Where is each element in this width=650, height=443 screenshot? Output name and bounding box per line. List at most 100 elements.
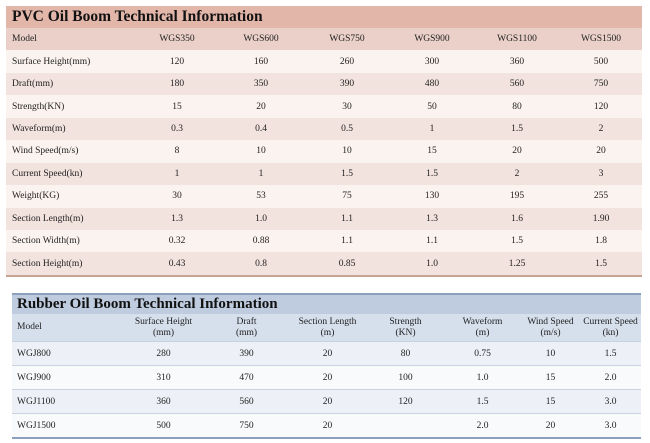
table-cell: 480 — [390, 72, 474, 96]
table-cell: 1 — [390, 117, 474, 141]
table-cell: 1.5 — [580, 341, 641, 366]
table-cell: 20 — [218, 95, 304, 118]
table-cell: 10 — [304, 140, 390, 163]
table-cell: 2 — [560, 117, 642, 141]
column-header-unit: (KN) — [395, 327, 416, 338]
column-header: Wind Speed (m/s) — [521, 314, 580, 342]
table-cell: 1.90 — [560, 207, 642, 230]
table-row: Waveform(m) 0.3 0.4 0.5 1 1.5 2 — [6, 117, 642, 141]
table-cell: 360 — [122, 389, 205, 414]
table-cell: 160 — [218, 50, 304, 73]
table-cell: 20 — [288, 389, 367, 414]
row-label: WGJ1500 — [12, 413, 122, 437]
table-cell: 15 — [521, 389, 580, 414]
table-cell: 255 — [560, 185, 642, 208]
table-row: Surface Height(mm) 120 160 260 300 360 500 — [6, 50, 642, 73]
table-cell: 1 — [218, 162, 304, 186]
table-cell: 80 — [474, 95, 560, 118]
column-header: Model — [6, 28, 136, 51]
table-cell: 20 — [521, 413, 580, 437]
table-cell: 53 — [218, 185, 304, 208]
table-cell: 120 — [560, 95, 642, 118]
pvc-spec-table: Model WGS350 WGS600 WGS750 WGS900 WGS1100 WGS1… — [6, 28, 642, 275]
column-header: Waveform (m) — [444, 314, 521, 342]
table-row: Current Speed(kn) 1 1 1.5 1.5 2 3 — [6, 162, 642, 186]
table-cell: 1.5 — [560, 252, 642, 275]
table-cell: 180 — [136, 72, 218, 96]
table-cell: 500 — [560, 50, 642, 73]
table-cell: 120 — [136, 50, 218, 73]
column-header: Model — [12, 314, 122, 342]
column-header-line: Draft — [236, 316, 257, 327]
column-header: Draft (mm) — [205, 314, 288, 342]
column-header: WGS600 — [218, 28, 304, 51]
table-cell: 1.5 — [474, 117, 560, 141]
table-cell: 0.85 — [304, 252, 390, 275]
row-label: Section Height(m) — [6, 252, 136, 275]
rubber-table-title: Rubber Oil Boom Technical Information — [12, 293, 641, 314]
table-cell: 1.1 — [304, 229, 390, 253]
table-cell: 560 — [474, 72, 560, 96]
table-cell: 560 — [205, 389, 288, 414]
table-cell: 1 — [136, 162, 218, 186]
rubber-spec-table: Model Surface Height (mm) Draft (mm) Section … — [12, 314, 641, 437]
column-header: WGS750 — [304, 28, 390, 51]
column-header: Current Speed (kn) — [580, 314, 641, 342]
table-cell: 100 — [367, 365, 444, 390]
rubber-table-bottom-rule — [12, 437, 641, 439]
pvc-table-title: PVC Oil Boom Technical Information — [6, 6, 642, 28]
table-cell: 1.3 — [136, 207, 218, 230]
column-header-line: Strength — [389, 316, 422, 327]
table-cell: 10 — [521, 341, 580, 366]
table-cell: 195 — [474, 185, 560, 208]
table-cell: 2 — [474, 162, 560, 186]
row-label: Section Width(m) — [6, 229, 136, 253]
table-cell: 15 — [521, 365, 580, 390]
table-cell: 390 — [205, 341, 288, 366]
table-cell: 20 — [560, 140, 642, 163]
row-label: Waveform(m) — [6, 117, 136, 141]
table-cell: 3.0 — [580, 389, 641, 414]
table-row: Weight(KG) 30 53 75 130 195 255 — [6, 185, 642, 208]
pvc-oil-boom-table-section: PVC Oil Boom Technical Information Model… — [6, 6, 642, 277]
table-cell: 15 — [390, 140, 474, 163]
table-cell: 390 — [304, 72, 390, 96]
table-row: Strength(KN) 15 20 30 50 80 120 — [6, 95, 642, 118]
column-header-line: Wind Speed — [527, 316, 574, 327]
table-cell: 30 — [136, 185, 218, 208]
row-label: Strength(KN) — [6, 95, 136, 118]
table-cell: 80 — [367, 341, 444, 366]
table-cell: 20 — [288, 365, 367, 390]
table-cell: 470 — [205, 365, 288, 390]
table-cell: 1.0 — [218, 207, 304, 230]
column-header-unit: (m) — [475, 327, 490, 338]
column-header: WGS900 — [390, 28, 474, 51]
table-cell: 350 — [218, 72, 304, 96]
column-header: WGS1100 — [474, 28, 560, 51]
row-label: WGJ1100 — [12, 389, 122, 414]
table-cell: 75 — [304, 185, 390, 208]
table-cell: 20 — [474, 140, 560, 163]
table-cell: 2.0 — [580, 365, 641, 390]
column-header-line: Section Length — [298, 316, 357, 327]
column-header-line: Waveform — [462, 316, 503, 327]
table-cell: 50 — [390, 95, 474, 118]
column-header: Strength (KN) — [367, 314, 444, 342]
pvc-table-bottom-rule — [6, 274, 642, 277]
row-label: Weight(KG) — [6, 185, 136, 208]
table-cell: 1.8 — [560, 229, 642, 253]
row-label: WGJ800 — [12, 341, 122, 366]
column-header: Section Length (m) — [288, 314, 367, 342]
table-cell: 2.0 — [444, 413, 521, 437]
table-cell: 360 — [474, 50, 560, 73]
column-header-unit: (m) — [320, 327, 335, 338]
table-cell: 1.1 — [304, 207, 390, 230]
column-header-unit: (m/s) — [540, 327, 561, 338]
table-cell: 300 — [390, 50, 474, 73]
table-cell: 10 — [218, 140, 304, 163]
table-cell: 15 — [136, 95, 218, 118]
row-label: Surface Height(mm) — [6, 50, 136, 73]
table-cell: 0.3 — [136, 117, 218, 141]
table-cell: 8 — [136, 140, 218, 163]
column-header-line: Model — [17, 322, 42, 332]
